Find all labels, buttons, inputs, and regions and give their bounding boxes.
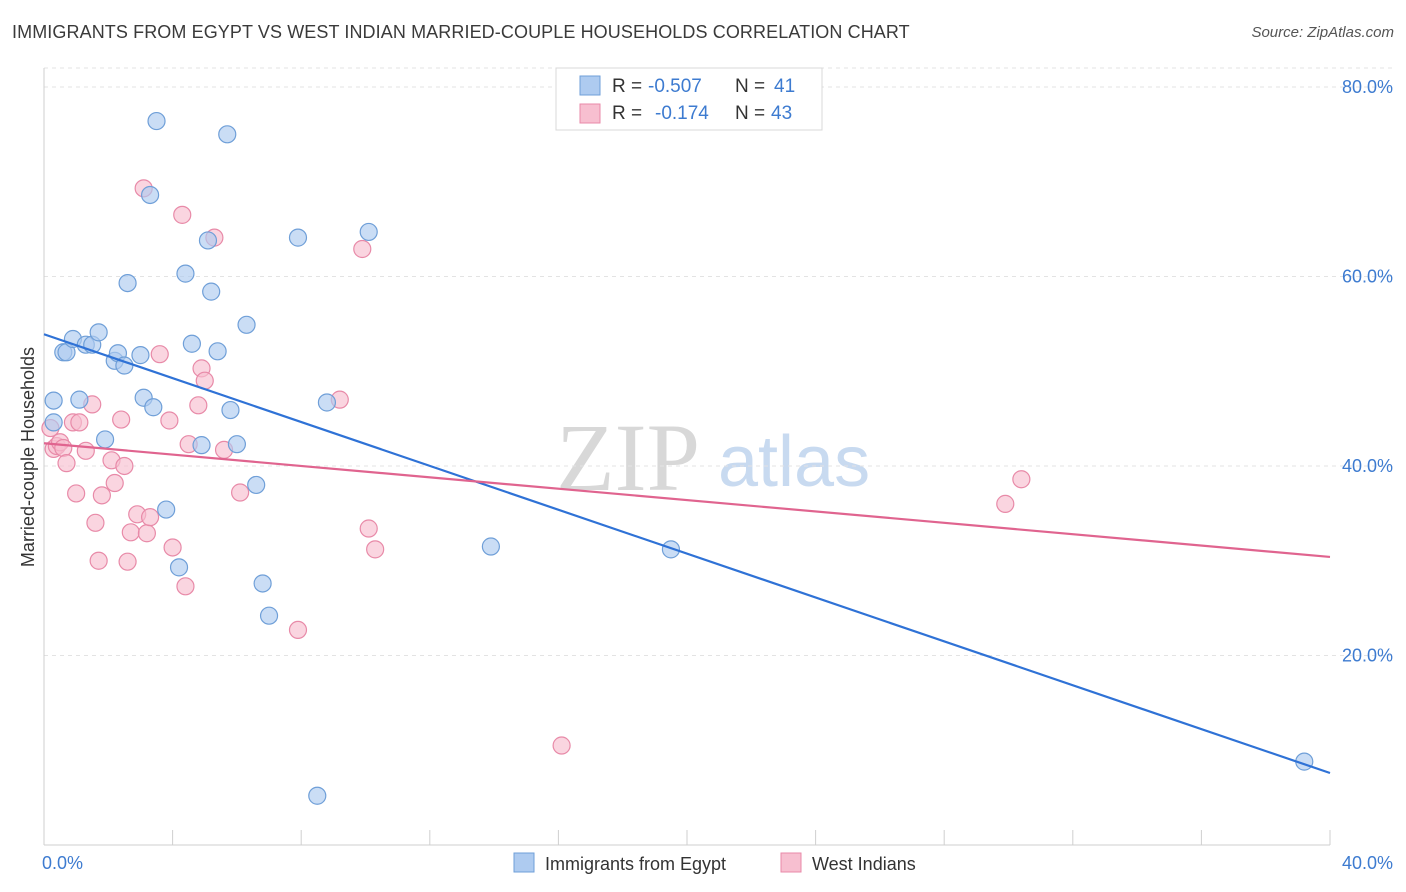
legend-r-value: -0.174 [655,103,709,124]
egypt-point [176,264,195,283]
egypt-point [157,500,176,519]
west-indians-point [366,540,385,559]
x-tick-label: 40.0% [1342,853,1393,873]
correlation-legend: R = -0.507 N = 41 R = -0.174 N = 43 [555,67,823,131]
x-ticks [43,830,1331,845]
egypt-point [140,185,160,205]
west-indians-point [173,205,192,224]
west-indians-point [112,410,131,429]
west-indians-point [70,413,89,432]
west-indians-point [176,577,195,596]
west-indians-point [231,483,250,502]
egypt-point [288,228,308,247]
egypt-point [253,574,272,593]
legend-r-label: R = [612,76,642,97]
watermark-atlas: atlas [718,422,870,502]
egypt-point [131,346,150,365]
west-indians-point [160,411,179,430]
legend-swatch-blue [579,75,601,96]
west-indians-point [996,494,1015,513]
legend-swatch-pink [579,103,601,124]
egypt-point [208,342,227,361]
west-indians-point [54,438,73,458]
egypt-point [308,786,327,805]
west-indians-point [552,736,571,755]
legend-n-value: 41 [774,76,795,97]
gridlines [44,67,1392,656]
west-indians-point [76,441,95,460]
egypt-point [317,393,337,412]
egypt-point [89,323,108,342]
y-tick-label: 60.0% [1342,266,1393,286]
y-tick-label: 40.0% [1342,456,1393,476]
egypt-point [237,315,256,334]
west-indians-point [57,454,76,473]
egypt-point [221,400,240,420]
west-indians-point [115,456,134,476]
series-immigrants-from-egypt [44,111,1314,805]
egypt-point [44,413,63,432]
egypt-point [95,430,115,449]
egypt-point [147,111,166,131]
west-indians-point [353,239,372,259]
chart-title: IMMIGRANTS FROM EGYPT VS WEST INDIAN MAR… [12,22,910,42]
x-tick-labels: 0.0% 40.0% [42,853,1393,873]
x-tick-label: 0.0% [42,853,83,873]
egypt-point [202,282,221,301]
y-axis-label: Married-couple Households [18,347,38,567]
west-indians-point [105,473,124,493]
egypt-point [70,390,89,409]
west-indians-point [137,524,156,543]
egypt-point [481,537,500,556]
egypt-point [182,334,201,353]
watermark-zip: ZIP [556,404,700,511]
west-indians-trend-line [43,442,1331,559]
west-indians-point [92,486,111,505]
legend-swatch-west-indians [780,852,802,873]
legend-n-value: 43 [771,103,792,124]
source-credit: Source: ZipAtlas.com [1251,24,1394,41]
west-indians-point [150,345,169,364]
egypt-point [259,606,279,625]
west-indians-point [189,396,208,415]
west-indians-point [67,484,86,503]
y-tick-labels: 20.0% 40.0% 60.0% 80.0% [1342,77,1393,666]
egypt-trend-line [43,333,1331,775]
egypt-point [44,391,63,410]
legend-n-label: N = [735,76,765,97]
west-indians-point [140,508,160,527]
legend-r-label: R = [612,103,642,124]
west-indians-point [89,551,108,570]
egypt-point [144,398,163,417]
west-indians-point [163,538,182,557]
west-indians-point [86,513,105,532]
legend-label-egypt: Immigrants from Egypt [545,854,726,874]
egypt-point [198,231,218,250]
egypt-point [218,125,237,144]
west-indians-point [118,552,137,571]
y-tick-label: 20.0% [1342,645,1393,665]
egypt-point [247,475,266,495]
west-indians-point [121,523,140,542]
egypt-point [227,435,246,454]
west-indians-point [288,620,308,640]
legend-label-west-indians: West Indians [812,854,916,874]
egypt-point [359,222,378,242]
series-west-indians [41,179,1031,755]
trend-lines [43,333,1331,775]
west-indians-point [359,519,378,538]
egypt-point [118,273,137,293]
legend-r-value: -0.507 [648,76,702,97]
west-indians-point [1012,470,1031,489]
series-legend: Immigrants from Egypt West Indians [513,852,916,874]
egypt-point [169,558,189,577]
legend-swatch-egypt [513,852,535,873]
egypt-point [192,436,211,455]
egypt-point [661,540,681,559]
y-tick-label: 80.0% [1342,77,1393,97]
legend-n-label: N = [735,103,765,124]
